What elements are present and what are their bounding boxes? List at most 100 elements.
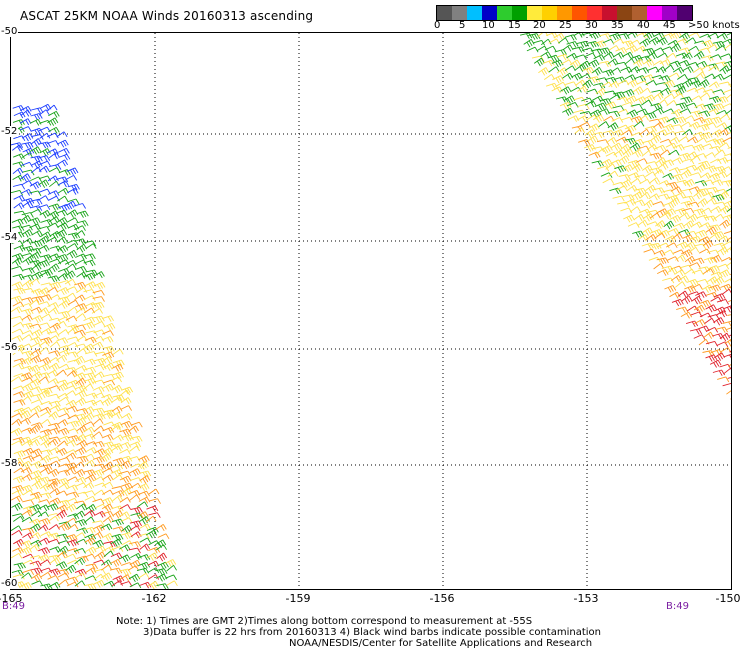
wind-barb (719, 113, 731, 120)
wind-barb (607, 122, 619, 131)
wind-barb (673, 222, 686, 230)
wind-barb (718, 269, 731, 278)
wind-barb (47, 480, 58, 490)
wind-barb (84, 509, 96, 517)
wind-barb (726, 390, 731, 395)
legend-swatch (617, 6, 632, 20)
wind-barb (681, 249, 693, 258)
wind-barb (727, 132, 731, 135)
wind-barb (93, 329, 106, 336)
wind-barb (22, 147, 35, 156)
wind-barb (701, 39, 714, 48)
wind-barb (101, 533, 114, 542)
wind-barb (20, 484, 33, 493)
wind-barb (523, 39, 535, 48)
wind-barb (578, 139, 591, 146)
wind-barb (38, 346, 50, 354)
wind-barb (634, 187, 647, 195)
wind-barb (620, 143, 631, 153)
wind-barb (639, 179, 651, 185)
wind-barb (20, 343, 33, 350)
wind-barb (74, 557, 85, 566)
wind-barb (567, 115, 580, 122)
wind-barb (641, 150, 653, 157)
wind-barb (729, 273, 731, 275)
wind-barb (85, 567, 97, 575)
wind-barb (30, 127, 43, 136)
wind-barb (662, 33, 675, 40)
wind-barb (689, 155, 701, 162)
wind-barb (13, 407, 26, 416)
wind-barb (56, 217, 68, 226)
wind-barb (102, 383, 114, 392)
wind-barb (691, 283, 703, 290)
wind-barb (621, 40, 635, 48)
wind-barb (594, 102, 607, 111)
wind-barb (157, 533, 170, 540)
wind-barb (40, 294, 53, 301)
wind-barb (675, 254, 686, 262)
wind-barb (630, 131, 643, 138)
wind-barb (38, 175, 51, 182)
wind-barb (30, 138, 42, 147)
wind-barb (694, 87, 707, 93)
wind-barb (633, 199, 646, 207)
wind-barb (709, 284, 722, 292)
legend-swatch (587, 6, 602, 20)
wind-barb-map[interactable] (11, 33, 731, 589)
wind-barb (577, 103, 590, 110)
wind-barb (47, 331, 60, 337)
wind-barb (724, 338, 731, 347)
wind-barb (64, 259, 77, 266)
wind-barb (85, 330, 98, 337)
wind-barb (653, 169, 665, 176)
wind-barb (556, 67, 568, 76)
wind-barb (22, 447, 35, 456)
wind-barb (623, 214, 635, 223)
wind-map-plot[interactable] (10, 32, 732, 590)
wind-barb (103, 421, 116, 428)
wind-barb (67, 198, 80, 205)
wind-barb (74, 572, 87, 579)
wind-barb (704, 317, 716, 324)
wind-barb (31, 480, 43, 490)
wind-barb (645, 171, 657, 177)
wind-barb (101, 497, 114, 505)
wind-barb (22, 499, 35, 506)
wind-barb (685, 230, 698, 237)
wind-barb (722, 89, 731, 94)
wind-barb (121, 386, 134, 395)
wind-barb (540, 38, 552, 46)
wind-barb (48, 447, 61, 454)
wind-barb (618, 174, 631, 181)
wind-barb (637, 219, 649, 227)
wind-barb (111, 505, 124, 512)
wind-barb (83, 412, 95, 422)
wind-barb (40, 400, 53, 407)
wind-barb (691, 95, 703, 101)
wind-barb (551, 86, 563, 94)
wind-barb (667, 228, 680, 235)
wind-barb (705, 165, 718, 173)
wind-barb (22, 527, 35, 534)
wind-barb (665, 242, 678, 249)
wind-barb (22, 559, 35, 566)
wind-barb (728, 286, 731, 289)
wind-barb (575, 79, 586, 87)
wind-barb (721, 288, 731, 295)
wind-barb (613, 91, 626, 99)
wind-barb (39, 483, 51, 492)
wind-barb (112, 457, 125, 465)
wind-barb (57, 180, 70, 188)
wind-barb (658, 116, 671, 124)
wind-barb (145, 530, 158, 539)
wind-barb (119, 568, 132, 576)
wind-barb (643, 48, 656, 55)
wind-barb (47, 140, 60, 146)
wind-barb (726, 207, 731, 213)
wind-speed-legend: 0 5 10 15 20 25 30 35 40 45 >50 knots (434, 5, 740, 33)
wind-barb (21, 572, 32, 579)
wind-barb (138, 561, 151, 570)
wind-barb (22, 201, 34, 209)
wind-barb (128, 456, 141, 462)
